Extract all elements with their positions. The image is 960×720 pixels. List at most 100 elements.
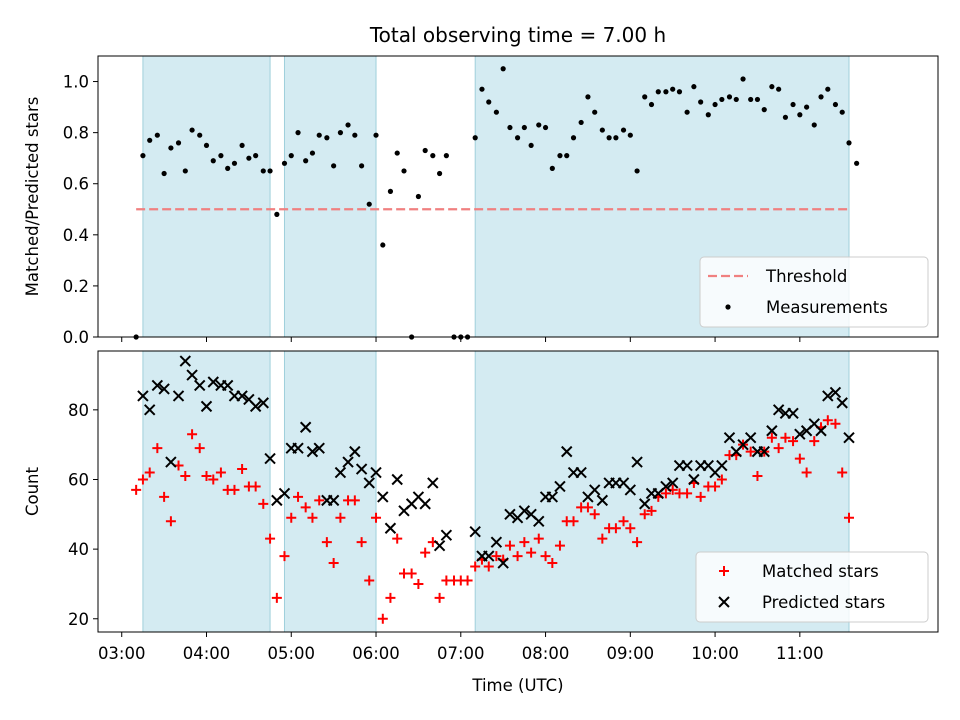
measurements-point (394, 150, 400, 156)
measurements-point (210, 158, 216, 164)
predicted-stars-point (546, 491, 559, 503)
measurements-point (218, 153, 224, 159)
predicted-stars-point (490, 536, 503, 548)
measurements-point (712, 101, 718, 108)
measurements-point (267, 168, 273, 174)
measurements-point (443, 153, 449, 159)
measurements-point (203, 142, 210, 149)
predicted-stars-point (143, 404, 156, 416)
matched-stars-point (660, 488, 671, 499)
predicted-stars-point (688, 473, 700, 486)
matched-stars-point (519, 537, 530, 548)
measurements-point (769, 84, 775, 90)
ratio-panel-points (133, 66, 860, 340)
matched-stars-point (300, 502, 311, 513)
measurements-point (578, 119, 584, 126)
matched-stars-point (237, 464, 248, 475)
predicted-stars-point (666, 477, 679, 489)
measurements-point (846, 140, 852, 146)
matched-stars-point (582, 502, 593, 513)
measurements-point (719, 96, 725, 103)
predicted-stars-point (292, 442, 304, 454)
predicted-stars-point (370, 466, 382, 479)
matched-stars-point (554, 540, 565, 551)
predicted-stars-point (589, 484, 601, 496)
predicted-stars-point (433, 539, 446, 552)
predicted-stars-point (772, 404, 785, 416)
measurements-point (790, 101, 796, 108)
predicted-stars-point (200, 400, 213, 413)
matched-stars-point (201, 471, 212, 482)
predicted-stars-point (391, 473, 403, 486)
y-tick-label: 0.6 (63, 175, 89, 194)
measurements-point (422, 147, 428, 154)
measurements-point (479, 86, 485, 92)
shaded-interval-1 (142, 350, 271, 633)
y-tick-label: 80 (68, 401, 89, 420)
predicted-stars-point (384, 522, 397, 534)
predicted-stars-point (349, 445, 361, 458)
predicted-stars-point (681, 459, 693, 472)
matched-stars-point (483, 561, 494, 572)
matched-stars-point (491, 551, 502, 562)
ratio-panel-legend: Threshold Measurements (699, 256, 929, 328)
measurements-point (549, 165, 555, 171)
matched-stars-point (794, 453, 805, 464)
matched-stars-point (462, 575, 473, 586)
matched-stars-point (144, 467, 155, 478)
predicted-stars-point (363, 477, 375, 489)
measurements-point (854, 160, 860, 166)
y-tick-label: 1.0 (63, 73, 89, 92)
measurements-point (570, 135, 577, 141)
y-tick-label: 0.8 (63, 124, 89, 143)
matched-stars-point (250, 481, 261, 492)
measurements-point (500, 66, 506, 72)
x-tick-label: 07:00 (437, 644, 485, 663)
x-tick-label: 09:00 (607, 644, 655, 663)
matched-stars-point (271, 592, 282, 603)
predicted-stars-point (561, 445, 573, 458)
measurements-point (415, 193, 422, 200)
matched-stars-point (716, 474, 727, 485)
predicted-stars-point (504, 508, 516, 521)
legend-box (695, 551, 929, 623)
predicted-stars-point (236, 390, 248, 402)
measurements-point (260, 168, 266, 174)
measurements-point (401, 168, 407, 174)
matched-stars-point (265, 533, 276, 544)
count-panel-points (131, 355, 855, 624)
x-tick-label: 08:00 (522, 644, 570, 663)
measurements-point (811, 122, 817, 128)
count-panel-x-axis: 03:00 04:00 05:00 06:00 07:00 08:00 09:00 10:00… (98, 632, 824, 663)
predicted-stars-point (151, 379, 164, 392)
measurements-point (782, 114, 789, 120)
measurements-point (309, 150, 316, 156)
matched-stars-point (286, 512, 297, 523)
count-panel-y-axis: 20 40 60 80 (68, 401, 98, 629)
predicted-stars-point (829, 386, 842, 399)
matched-stars-point (568, 516, 579, 527)
measurements-point (253, 153, 259, 159)
shaded-interval-2 (283, 350, 377, 633)
measurements-point (620, 127, 627, 133)
matched-stars-point (589, 509, 600, 520)
predicted-stars-point (179, 355, 192, 367)
measurements-point (705, 112, 711, 118)
matched-stars-point (279, 551, 290, 562)
measurements-point (387, 188, 394, 194)
predicted-stars-point (497, 557, 509, 569)
matched-stars-point (533, 533, 544, 544)
measurements-point (182, 168, 188, 174)
matched-stars-point (180, 471, 191, 482)
measurements-point (161, 170, 167, 177)
predicted-stars-point (794, 428, 806, 440)
measurements-point (430, 153, 436, 159)
measurements-point (627, 132, 633, 138)
predicted-stars-point (172, 390, 185, 402)
matched-stars-point (625, 523, 636, 534)
predicted-stars-point (207, 376, 219, 388)
matched-stars-point (356, 537, 367, 548)
matched-stars-point (618, 516, 629, 527)
matched-stars-point (187, 429, 198, 440)
